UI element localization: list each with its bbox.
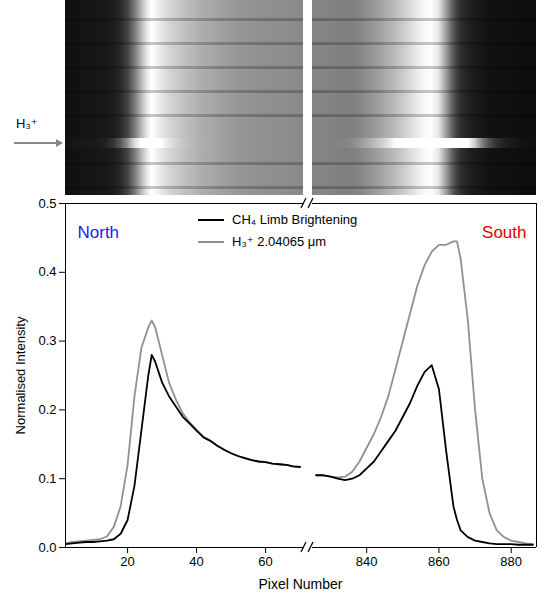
svg-text:0.2: 0.2 [38, 402, 56, 417]
svg-text:20: 20 [120, 554, 134, 569]
html-text:Pixel Number: Pixel Number [258, 576, 343, 592]
html-text:H₃⁺ 2.04065 μm: H₃⁺ 2.04065 μm [232, 234, 327, 249]
svg-text:0.1: 0.1 [38, 471, 56, 486]
svg-text:South: South [482, 223, 526, 242]
html-text:CH₄ Limb Brightening: CH₄ Limb Brightening [232, 212, 358, 227]
svg-text:840: 840 [356, 554, 378, 569]
svg-text:40: 40 [189, 554, 203, 569]
svg-text:H₃⁺: H₃⁺ [16, 116, 38, 131]
svg-text:860: 860 [428, 554, 450, 569]
svg-text:0.0: 0.0 [38, 540, 56, 555]
svg-text:0.5: 0.5 [38, 196, 56, 211]
svg-text:North: North [78, 223, 120, 242]
svg-text:880: 880 [500, 554, 522, 569]
svg-text:0.3: 0.3 [38, 333, 56, 348]
svg-text:60: 60 [258, 554, 272, 569]
svg-text:0.4: 0.4 [38, 264, 56, 279]
svg-text:Normalised Intensity: Normalised Intensity [13, 316, 28, 434]
